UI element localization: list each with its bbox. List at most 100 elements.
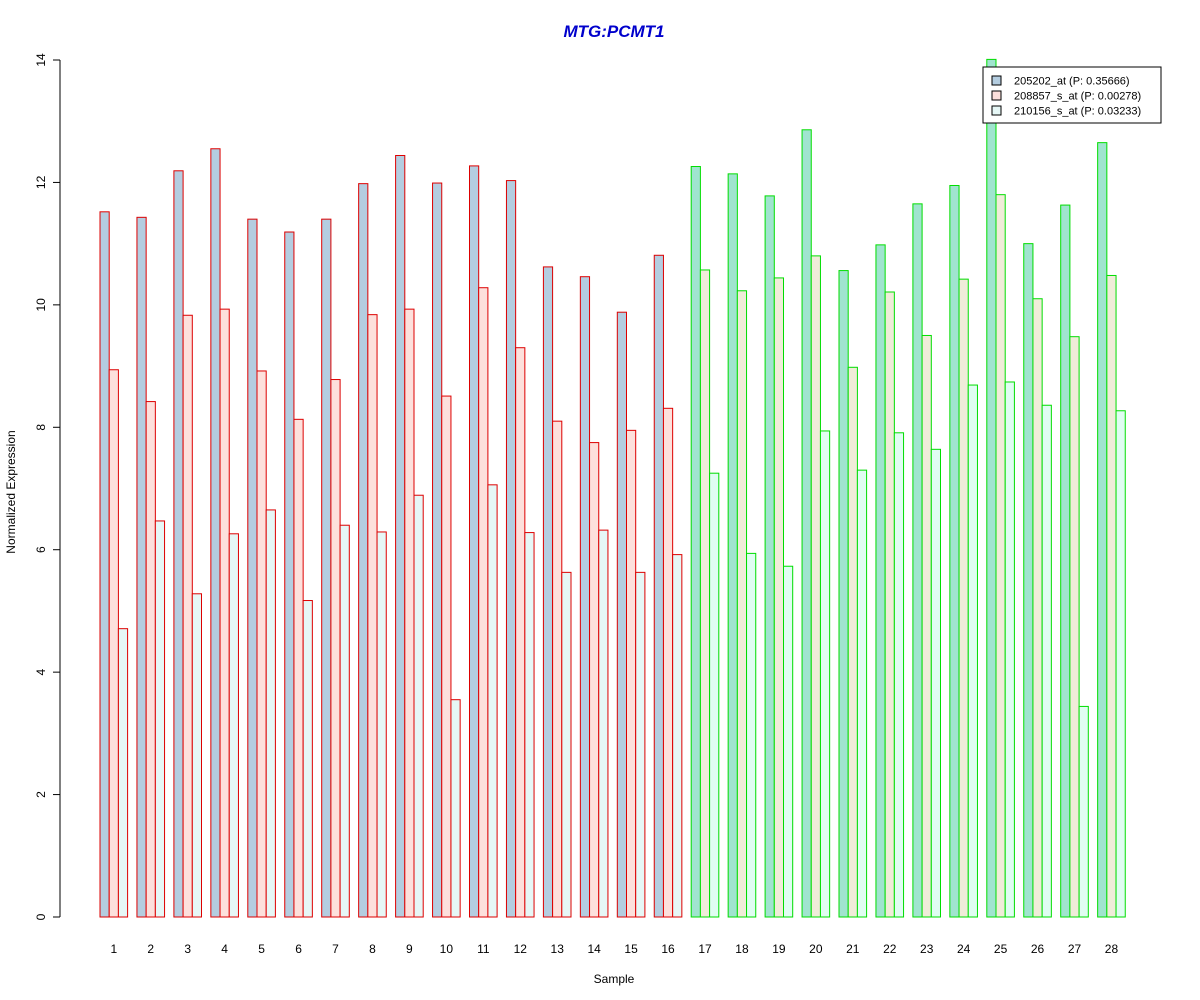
bar-sample-9-series-3 (413, 494, 424, 918)
bar-sample-25-series-1 (986, 58, 997, 918)
bar-sample-5-series-3 (265, 509, 276, 918)
bar-sample-9-series-2 (404, 308, 415, 918)
x-tick-label: 17 (698, 942, 712, 956)
bars (99, 58, 1126, 918)
x-tick-label: 3 (184, 942, 191, 956)
bar-sample-10-series-3 (450, 699, 461, 918)
x-tick-label: 11 (477, 942, 490, 956)
x-tick-label: 8 (369, 942, 376, 956)
bar-sample-15-series-2 (626, 429, 637, 918)
x-tick-label: 21 (846, 942, 860, 956)
bar-sample-11-series-1 (469, 165, 480, 918)
bar-sample-18-series-3 (746, 552, 757, 918)
legend-entry-3: 210156_s_at (P: 0.03233) (1014, 106, 1141, 118)
x-tick-label: 5 (258, 942, 265, 956)
bar-sample-12-series-3 (524, 532, 535, 918)
bar-sample-5-series-1 (247, 218, 258, 918)
bar-sample-26-series-3 (1041, 404, 1052, 918)
x-tick-label: 26 (1031, 942, 1045, 956)
bar-sample-22-series-3 (893, 432, 905, 918)
bar-sample-1-series-2 (108, 369, 119, 918)
bar-sample-20-series-1 (801, 129, 812, 918)
bar-sample-15-series-3 (635, 571, 646, 918)
bar-sample-17-series-3 (709, 472, 720, 918)
bar-sample-6-series-1 (284, 231, 295, 918)
bar-sample-1-series-1 (99, 211, 110, 918)
bar-sample-7-series-3 (339, 524, 350, 918)
bar-sample-19-series-1 (764, 195, 775, 918)
bar-sample-12-series-1 (505, 180, 517, 918)
x-tick-label: 7 (332, 942, 339, 956)
bar-sample-4-series-3 (228, 533, 239, 918)
bar-sample-10-series-2 (441, 395, 452, 918)
bar-sample-19-series-2 (773, 277, 784, 918)
bar-sample-13-series-3 (561, 571, 572, 918)
bar-sample-22-series-2 (884, 291, 895, 918)
bar-sample-22-series-1 (875, 244, 886, 918)
bar-sample-6-series-3 (302, 600, 313, 918)
legend-swatch-3 (991, 105, 1002, 116)
x-tick-label: 2 (147, 942, 154, 956)
bar-sample-28-series-3 (1115, 410, 1126, 918)
bar-sample-11-series-2 (478, 287, 489, 918)
bar-sample-23-series-3 (930, 448, 941, 918)
bar-sample-27-series-1 (1060, 204, 1071, 918)
bar-sample-27-series-2 (1069, 336, 1080, 918)
y-tick-label: 0 (34, 913, 48, 920)
bar-sample-6-series-2 (293, 418, 304, 918)
bar-sample-24-series-2 (958, 278, 969, 918)
bar-sample-26-series-2 (1032, 298, 1043, 918)
bar-sample-25-series-3 (1004, 381, 1015, 918)
chart-title: MTG:PCMT1 (563, 22, 664, 41)
y-tick-label: 2 (34, 791, 48, 798)
x-tick-label: 28 (1105, 942, 1119, 956)
legend-entry-1: 205202_at (P: 0.35666) (1014, 76, 1130, 88)
y-tick-label: 14 (34, 53, 48, 67)
legend: 205202_at (P: 0.35666) 208857_s_at (P: 0.… (982, 66, 1162, 124)
legend-swatch-2 (991, 90, 1002, 101)
bar-sample-2-series-2 (145, 401, 156, 918)
bar-sample-19-series-3 (783, 565, 794, 918)
bar-sample-12-series-2 (515, 347, 526, 918)
bar-sample-28-series-1 (1097, 142, 1108, 918)
bar-sample-13-series-2 (552, 420, 563, 918)
bar-sample-7-series-1 (321, 218, 332, 918)
x-tick-label: 24 (957, 942, 971, 956)
bar-sample-24-series-1 (949, 184, 960, 918)
bar-sample-21-series-2 (847, 366, 858, 918)
y-tick-label: 8 (34, 424, 48, 431)
legend-box (982, 66, 1162, 124)
bar-sample-17-series-2 (699, 269, 711, 918)
y-tick-label: 4 (34, 668, 48, 675)
bar-sample-28-series-2 (1106, 274, 1117, 918)
bar-sample-23-series-2 (921, 334, 932, 918)
bar-sample-13-series-1 (542, 266, 554, 918)
legend-swatch-1 (991, 75, 1002, 86)
bar-sample-9-series-1 (395, 154, 406, 918)
y-tick-label: 12 (34, 175, 48, 189)
bar-sample-16-series-3 (672, 554, 683, 918)
bar-sample-8-series-1 (358, 183, 369, 918)
bar-sample-23-series-1 (912, 203, 923, 918)
bar-sample-11-series-3 (487, 484, 498, 918)
x-tick-label: 25 (994, 942, 1008, 956)
bar-sample-15-series-1 (616, 311, 627, 918)
x-tick-label: 1 (110, 942, 117, 956)
bar-sample-14-series-1 (579, 276, 591, 918)
x-axis-label: Sample (594, 972, 635, 986)
bar-sample-2-series-1 (136, 216, 147, 918)
bar-sample-5-series-2 (256, 370, 267, 918)
x-tick-label: 15 (624, 942, 638, 956)
bar-sample-25-series-2 (995, 194, 1006, 918)
x-tick-label: 14 (587, 942, 601, 956)
bar-sample-2-series-3 (154, 520, 166, 918)
x-tick-label: 22 (883, 942, 897, 956)
x-tick-label: 18 (735, 942, 749, 956)
x-tick-label: 16 (661, 942, 675, 956)
bar-sample-3-series-1 (173, 170, 184, 918)
bar-sample-18-series-2 (736, 290, 748, 918)
bar-sample-16-series-1 (653, 254, 664, 918)
bar-sample-17-series-1 (690, 166, 701, 918)
bar-sample-4-series-1 (210, 148, 221, 918)
